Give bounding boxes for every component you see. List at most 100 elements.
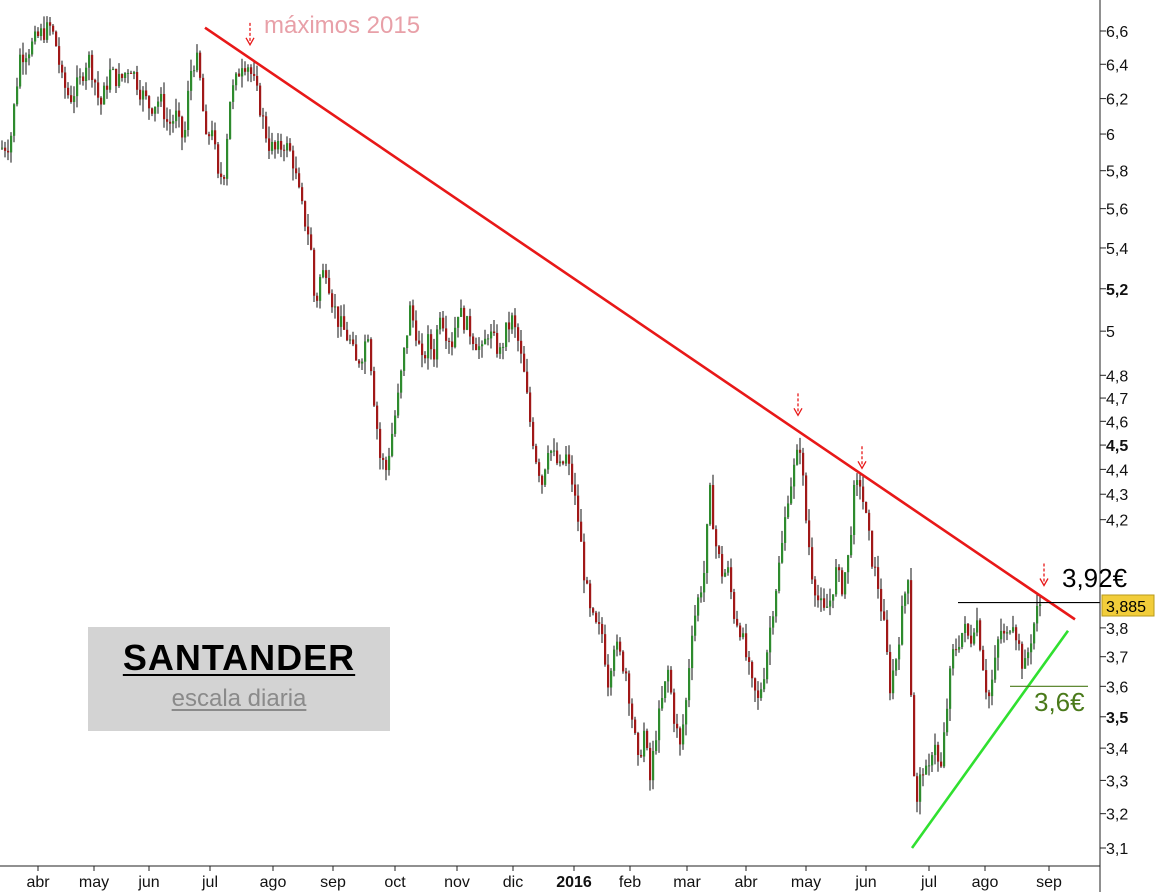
candle-body <box>379 428 382 458</box>
candle-body <box>802 452 805 476</box>
candle-body <box>922 774 925 776</box>
candle-body <box>865 501 868 513</box>
candle-body <box>709 485 712 525</box>
candle-body <box>1018 640 1021 644</box>
candle-body <box>985 670 988 693</box>
candle-body <box>679 728 682 745</box>
candle-body <box>301 187 304 202</box>
y-tick-label: 4,5 <box>1106 438 1128 455</box>
candle-body <box>778 562 781 591</box>
candle-body <box>277 140 280 150</box>
candle-body <box>370 339 373 372</box>
candle-body <box>145 90 148 97</box>
candle-body <box>559 461 562 464</box>
candle-body <box>748 657 751 662</box>
candle-body <box>181 116 184 138</box>
candle-body <box>1024 658 1027 669</box>
candle-body <box>886 619 889 652</box>
candle-body <box>484 338 487 345</box>
candle-body <box>622 651 625 672</box>
candle-body <box>850 534 853 556</box>
candle-body <box>292 150 295 169</box>
candle-body <box>421 343 424 356</box>
candle-body <box>598 622 601 625</box>
candle-body <box>274 142 277 150</box>
marker-arrow-head <box>1039 578 1049 587</box>
candle-body <box>163 93 166 120</box>
candle-body <box>184 129 187 138</box>
candle-body <box>1027 652 1030 659</box>
candle-body <box>475 344 478 350</box>
candle-body <box>907 580 910 594</box>
candle-body <box>847 555 850 573</box>
candle-body <box>193 70 196 72</box>
candle-body <box>232 85 235 102</box>
annotation-maximos-2015: máximos 2015 <box>264 12 420 39</box>
y-tick-label: 5,6 <box>1106 202 1128 219</box>
candle-body <box>799 449 802 453</box>
candle-body <box>610 670 613 688</box>
candle-body <box>529 392 532 422</box>
candle-body <box>316 295 319 301</box>
candle-body <box>880 588 883 612</box>
candle-body <box>85 67 88 81</box>
candle-body <box>388 455 391 471</box>
candle-body <box>703 573 706 593</box>
x-tick-label: mar <box>673 874 701 891</box>
candle-body <box>91 54 94 80</box>
candle-body <box>79 76 82 78</box>
candle-body <box>262 115 265 117</box>
candle-body <box>733 592 736 619</box>
x-tick-label: jun <box>854 874 876 891</box>
candle-body <box>172 121 175 124</box>
candle-body <box>805 475 808 521</box>
candle-body <box>124 72 127 78</box>
candle-body <box>445 328 448 341</box>
y-tick-label: 4,4 <box>1106 462 1128 479</box>
candle-body <box>538 462 541 476</box>
candle-body <box>118 74 121 87</box>
candle-body <box>904 593 907 606</box>
candle-body <box>478 346 481 350</box>
candle-body <box>697 597 700 616</box>
candle-body <box>175 110 178 122</box>
candle-body <box>1036 605 1039 624</box>
candles-layer <box>1 16 1042 815</box>
y-tick-label: 3,4 <box>1106 741 1128 758</box>
candle-body <box>397 392 400 416</box>
candle-body <box>328 277 331 294</box>
candle-body <box>76 77 79 97</box>
x-tick-label: 2016 <box>556 874 592 891</box>
candle-body <box>769 627 772 653</box>
candle-body <box>562 461 565 464</box>
candle-body <box>37 31 40 36</box>
candle-body <box>943 732 946 767</box>
candle-body <box>655 740 658 751</box>
candle-body <box>664 681 667 699</box>
candle-body <box>280 140 283 150</box>
candle-body <box>502 346 505 348</box>
candle-body <box>772 616 775 628</box>
candle-body <box>727 567 730 573</box>
candle-body <box>139 89 142 100</box>
candle-body <box>967 623 970 636</box>
candle-body <box>235 73 238 86</box>
candle-body <box>28 54 31 59</box>
candle-body <box>394 415 397 434</box>
candle-body <box>340 316 343 327</box>
candle-body <box>982 649 985 671</box>
candle-body <box>406 335 409 349</box>
candle-body <box>910 580 913 696</box>
y-tick-label: 3,1 <box>1106 841 1128 858</box>
candle-body <box>724 572 727 577</box>
candle-body <box>892 670 895 694</box>
y-tick-label: 6,2 <box>1106 92 1128 109</box>
candle-body <box>115 68 118 87</box>
x-tick-label: dic <box>503 874 523 891</box>
candle-body <box>427 334 430 359</box>
candle-body <box>898 644 901 660</box>
x-tick-label: may <box>791 874 821 891</box>
candle-body <box>691 635 694 669</box>
candle-body <box>241 68 244 77</box>
